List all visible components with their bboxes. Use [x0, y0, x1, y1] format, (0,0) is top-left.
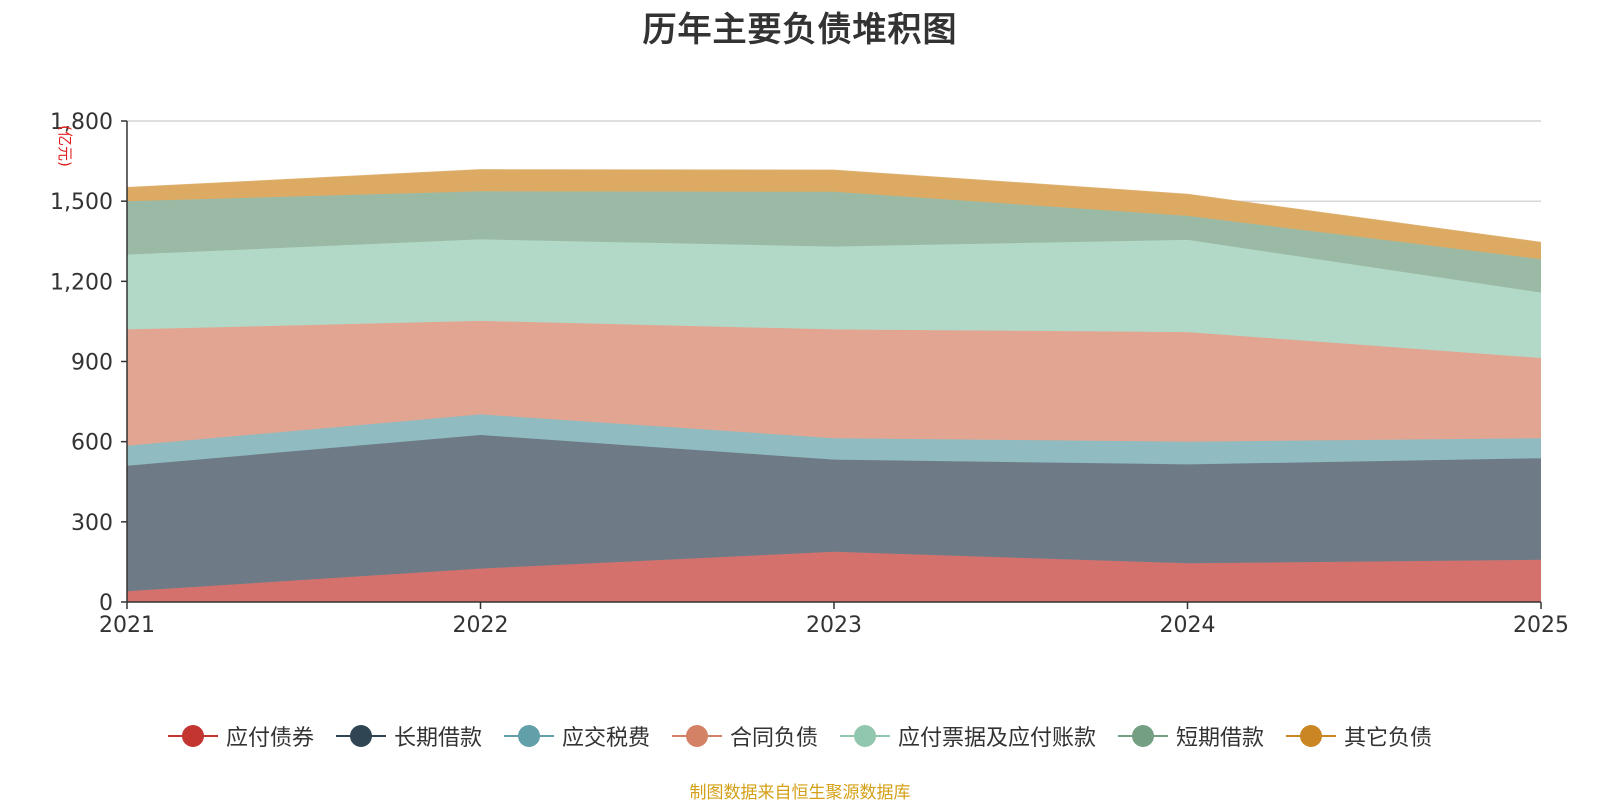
area-series-2	[127, 414, 1541, 466]
legend-item-1[interactable]: 长期借款	[335, 720, 482, 752]
legend-swatch-icon	[167, 724, 218, 748]
legend-item-6[interactable]: 其它负债	[1286, 720, 1432, 752]
legend-label: 合同负债	[729, 726, 818, 751]
legend-swatch-icon	[1286, 724, 1337, 748]
y-tick-label-1: 300	[71, 511, 113, 536]
area-series-3	[127, 320, 1541, 446]
area-series-0	[127, 551, 1541, 602]
legend-swatch-icon	[671, 724, 722, 748]
legend-label: 长期借款	[393, 726, 482, 751]
legend-label: 其它负债	[1344, 726, 1433, 751]
y-axis-unit-label: (亿元)	[56, 125, 74, 167]
legend-label: 应付债券	[225, 726, 314, 751]
legend-swatch-icon	[840, 724, 890, 748]
stacked-areas	[126, 169, 1542, 602]
legend-item-3[interactable]: 合同负债	[671, 720, 818, 752]
y-tick-label-6: 1,800	[50, 110, 113, 135]
area-series-6	[127, 169, 1541, 260]
legend-item-2[interactable]: 应交税费	[503, 720, 650, 752]
legend-swatch-icon	[335, 724, 386, 748]
legend-item-0[interactable]: 应付债券	[167, 720, 314, 752]
x-tick-label-1: 2022	[453, 613, 509, 638]
chart-title: 历年主要负债堆积图	[642, 10, 958, 50]
x-tick-label-2: 2023	[806, 613, 862, 638]
legend-item-5[interactable]: 短期借款	[1118, 720, 1264, 752]
y-tick-label-3: 900	[71, 351, 113, 376]
area-series-1	[127, 435, 1541, 592]
y-tick-label-0: 0	[99, 591, 113, 616]
x-tick-label-0: 2021	[99, 613, 155, 638]
y-tick-label-5: 1,500	[50, 190, 113, 215]
y-tick-label-4: 1,200	[50, 270, 113, 295]
legend-label: 应交税费	[561, 726, 650, 751]
area-series-line-6	[126, 169, 1542, 244]
x-tick-label-3: 2024	[1160, 613, 1216, 638]
legend-item-4[interactable]: 应付票据及应付账款	[840, 720, 1096, 752]
y-tick-label-2: 600	[71, 431, 113, 456]
source-note: 制图数据来自恒生聚源数据库	[689, 783, 911, 803]
axes: 0 300 600 900 1,200 1,500 1,800 2021 2022 2023 202…	[50, 110, 1569, 638]
x-tick-label-4: 2025	[1513, 613, 1569, 638]
legend-label: 短期借款	[1176, 726, 1265, 751]
legend-swatch-icon	[1118, 724, 1169, 748]
legend-label: 应付票据及应付账款	[898, 726, 1097, 751]
area-series-4	[127, 239, 1541, 358]
legend-swatch-icon	[503, 724, 554, 748]
legend: 应付债券 长期借款 应交税费 合同负债 应付票据及应付账款 短期借款 其它负债	[0, 718, 1600, 754]
